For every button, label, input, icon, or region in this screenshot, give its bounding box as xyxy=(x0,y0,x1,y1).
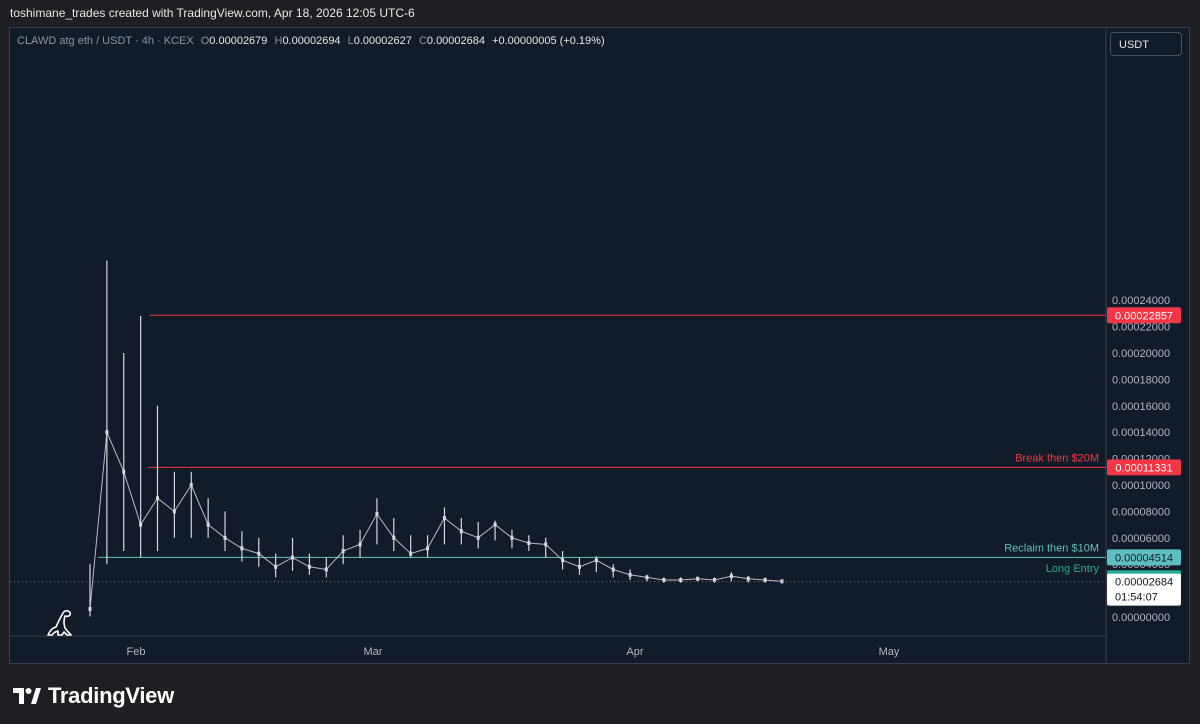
level-price-tag: 0.00004514 xyxy=(1107,549,1181,566)
high-value: 0.00002694 xyxy=(282,35,341,47)
currency-button[interactable]: USDT xyxy=(1110,32,1182,56)
low-label: L xyxy=(347,35,354,47)
tradingview-logo[interactable]: TradingView xyxy=(12,683,174,709)
level-label: Break then $20M xyxy=(1015,452,1099,464)
change-value: +0.00000005 (+0.19%) xyxy=(492,35,605,47)
footer xyxy=(0,664,1200,724)
open-value: 0.00002679 xyxy=(209,35,268,47)
dino-icon xyxy=(47,609,72,636)
close-value: 0.00002684 xyxy=(426,35,486,47)
level-price-tag-bg xyxy=(1107,549,1181,566)
level-label: Reclaim then $10M xyxy=(1004,542,1099,554)
price-tick-label: 0.00014000 xyxy=(1112,427,1170,439)
time-tick-label: Apr xyxy=(626,646,643,658)
time-tick-label: Mar xyxy=(364,646,383,658)
time-axis-ticks: Feb Mar Apr May xyxy=(127,646,900,658)
price-axis-ticks: 0.00024000 0.00022000 0.00020000 0.00018000… xyxy=(1112,295,1170,624)
horizontal-levels: 0.00022857 Break then $20M 0.00011331 Recla… xyxy=(98,307,1181,587)
price-tick-label: 0.00016000 xyxy=(1112,401,1170,413)
level-price-tag: 0.00011331 xyxy=(1107,459,1181,476)
level-price-tag-text: 0.00022857 xyxy=(1115,310,1173,322)
level-label: Long Entry xyxy=(1046,563,1100,575)
bar-countdown: 01:54:07 xyxy=(1115,592,1158,604)
level-price-tag-text: 0.00011331 xyxy=(1115,462,1172,474)
tradingview-logo-icon xyxy=(13,688,41,704)
price-tick-label: 0.00000000 xyxy=(1112,612,1170,624)
candles xyxy=(88,260,784,617)
time-tick-label: Feb xyxy=(127,646,146,658)
last-price-value: 0.00002684 xyxy=(1115,577,1173,589)
level-price-tag-bg xyxy=(1107,307,1181,324)
close-label: C xyxy=(418,35,427,47)
tradingview-wordmark: TradingView xyxy=(48,683,174,708)
price-chart[interactable]: 0.00024000 0.00022000 0.00020000 0.00018000… xyxy=(0,0,1200,664)
last-price-marker: 0.00002684 01:54:07 xyxy=(10,573,1181,606)
low-value: 0.00002627 xyxy=(353,35,412,47)
price-path xyxy=(89,432,783,610)
price-tick-label: 0.00010000 xyxy=(1112,480,1170,492)
symbol-legend: CLAWD atg eth / USDT · 4h · KCEX O0.0000… xyxy=(17,35,605,47)
price-tick-label: 0.00024000 xyxy=(1112,295,1170,307)
currency-label: USDT xyxy=(1119,39,1149,51)
price-tick-label: 0.00022000 xyxy=(1112,322,1170,334)
price-tick-label: 0.00006000 xyxy=(1112,533,1170,545)
level-price-tag-text: 0.00004514 xyxy=(1115,552,1173,564)
symbol-name[interactable]: CLAWD atg eth / USDT · 4h · KCEX xyxy=(17,35,194,47)
price-tick-label: 0.00020000 xyxy=(1112,348,1170,360)
level-price-tag: 0.00022857 xyxy=(1107,307,1181,324)
time-tick-label: May xyxy=(879,646,900,658)
high-label: H xyxy=(274,35,283,47)
attribution-header: toshimane_trades created with TradingVie… xyxy=(0,0,1200,27)
last-price-tag-bg xyxy=(1107,573,1181,606)
price-tick-label: 0.00008000 xyxy=(1112,506,1170,518)
attribution-text: toshimane_trades created with TradingVie… xyxy=(10,6,415,20)
level-price-tag-bg xyxy=(1107,459,1181,476)
price-tick-label: 0.00018000 xyxy=(1112,374,1170,386)
open-label: O xyxy=(200,35,210,47)
